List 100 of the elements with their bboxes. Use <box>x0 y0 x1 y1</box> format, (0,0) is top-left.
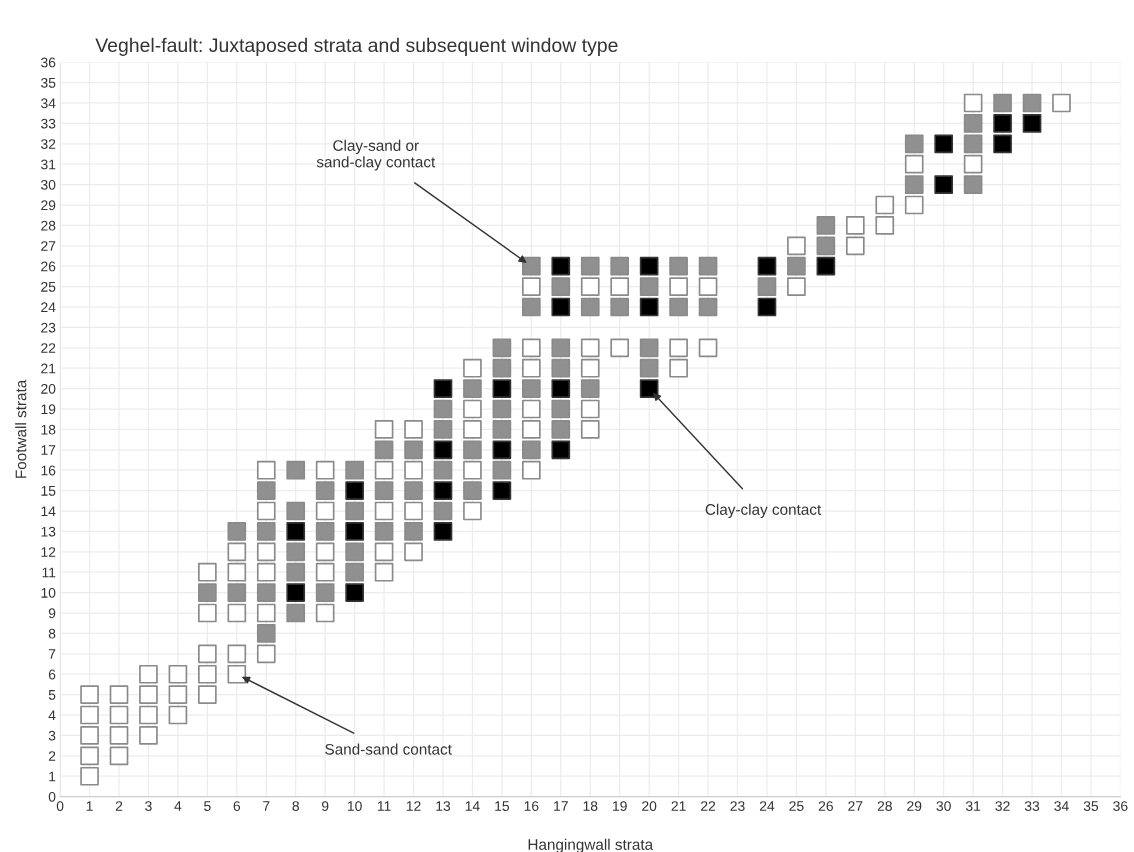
point <box>345 481 364 500</box>
point <box>286 522 306 541</box>
x-tick-label: 2 <box>115 801 123 811</box>
point <box>492 440 512 460</box>
x-tick-label: 3 <box>145 801 152 811</box>
x-tick-label: 18 <box>583 801 598 811</box>
y-tick-label: 33 <box>41 118 56 129</box>
y-tick-label: 5 <box>48 690 56 700</box>
y-tick-label: 13 <box>41 526 56 537</box>
x-tick-label: 23 <box>730 801 745 811</box>
x-tick-label: 13 <box>436 801 451 811</box>
x-tick-label: 0 <box>56 801 64 811</box>
point <box>639 297 659 317</box>
x-tick-label: 31 <box>965 801 981 811</box>
y-tick-label: 0 <box>48 791 56 802</box>
y-tick-label: 1 <box>49 771 56 782</box>
point <box>433 440 453 460</box>
x-tick-label: 12 <box>406 801 421 811</box>
x-tick-label: 27 <box>848 801 863 811</box>
y-tick-label: 14 <box>41 506 56 517</box>
point <box>993 114 1012 133</box>
y-tick-label: 28 <box>41 220 56 231</box>
x-tick-label: 29 <box>907 801 922 811</box>
point <box>492 481 512 500</box>
y-axis-title: Footwall strata <box>15 379 27 478</box>
x-tick-label: 21 <box>671 801 686 811</box>
y-tick-label: 34 <box>41 98 56 109</box>
x-tick-label: 30 <box>936 801 951 811</box>
y-tick-label: 8 <box>48 628 56 639</box>
x-tick-label: 36 <box>1113 801 1128 811</box>
point <box>492 379 512 398</box>
x-tick-label: 32 <box>995 801 1010 811</box>
point <box>757 297 777 317</box>
point <box>551 440 571 460</box>
point <box>345 522 364 541</box>
x-tick-label: 15 <box>495 801 510 811</box>
y-tick-label: 10 <box>41 587 56 598</box>
y-tick-label: 18 <box>41 424 56 435</box>
y-tick-label: 23 <box>41 322 56 333</box>
point <box>934 175 954 194</box>
x-tick-label: 35 <box>1083 801 1099 811</box>
x-tick-label: 9 <box>321 801 329 811</box>
y-tick-label: 15 <box>41 486 56 496</box>
point <box>934 134 954 154</box>
x-tick-label: 16 <box>524 801 539 811</box>
x-tick-label: 7 <box>263 801 270 811</box>
x-tick-label: 26 <box>818 801 833 811</box>
x-tick-label: 34 <box>1054 801 1069 811</box>
point <box>433 522 453 541</box>
x-tick-label: 28 <box>877 801 892 811</box>
y-tick-label: 9 <box>48 608 56 619</box>
chart-title: Veghel-fault: Juxtaposed strata and subsequent window type <box>95 37 618 56</box>
y-tick-label: 4 <box>48 710 56 721</box>
x-tick-label: 33 <box>1024 801 1040 811</box>
x-tick-label: 19 <box>613 801 627 811</box>
point <box>433 379 453 398</box>
point <box>551 379 571 398</box>
x-tick-label: 10 <box>347 801 362 811</box>
y-tick-label: 6 <box>48 669 56 680</box>
annotation: Clay-clay contact <box>705 503 822 518</box>
x-tick-label: 1 <box>86 801 93 811</box>
x-tick-label: 5 <box>204 801 211 811</box>
x-tick-label: 14 <box>465 801 480 811</box>
point <box>345 583 364 602</box>
y-tick-label: 17 <box>41 445 56 455</box>
y-tick-label: 21 <box>41 363 56 374</box>
x-tick-label: 6 <box>233 801 241 811</box>
point <box>816 256 836 276</box>
x-tick-label: 11 <box>377 801 391 811</box>
y-tick-label: 22 <box>41 343 56 353</box>
y-tick-label: 30 <box>41 179 56 190</box>
annotation: Clay-sand or sand-clay contact <box>316 139 436 171</box>
point <box>639 256 659 276</box>
x-tick-label: 20 <box>642 801 657 811</box>
x-tick-label: 25 <box>789 801 804 811</box>
x-axis-title: Hangingwall strata <box>528 838 654 852</box>
y-tick-label: 12 <box>41 547 56 557</box>
y-tick-label: 35 <box>41 77 56 88</box>
x-tick-label: 22 <box>701 801 716 811</box>
y-tick-label: 7 <box>48 649 56 659</box>
point <box>551 256 571 276</box>
y-tick-label: 32 <box>41 139 56 149</box>
y-tick-label: 27 <box>41 241 56 251</box>
x-tick-label: 17 <box>554 801 568 811</box>
y-tick-label: 19 <box>41 404 56 415</box>
point <box>639 379 659 398</box>
x-tick-label: 4 <box>174 801 182 811</box>
y-tick-label: 16 <box>41 465 56 476</box>
y-tick-label: 3 <box>48 730 56 741</box>
point <box>757 256 777 276</box>
y-tick-label: 26 <box>41 261 56 272</box>
y-tick-label: 36 <box>41 57 56 68</box>
x-tick-label: 24 <box>759 801 775 811</box>
point <box>286 583 306 602</box>
y-tick-label: 20 <box>41 383 56 394</box>
x-tick-label: 8 <box>292 801 299 811</box>
point <box>433 481 453 500</box>
y-tick-label: 11 <box>42 567 56 578</box>
point <box>993 134 1012 154</box>
point <box>1022 114 1042 133</box>
